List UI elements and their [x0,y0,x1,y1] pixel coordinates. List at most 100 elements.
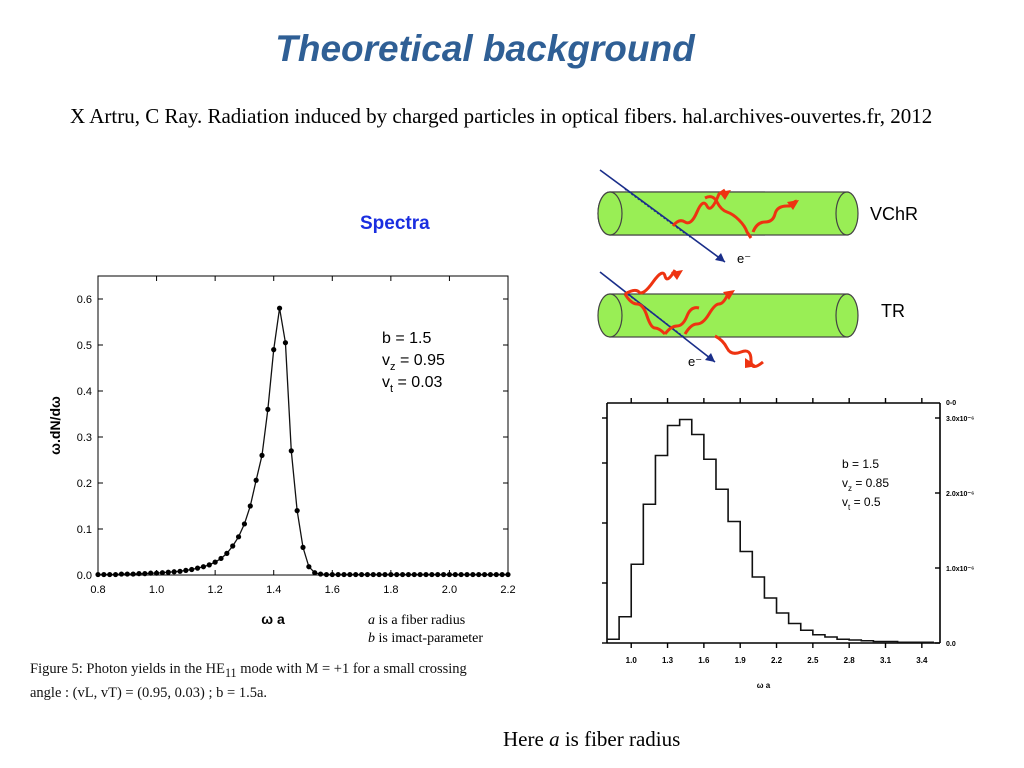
data-point [446,571,453,578]
y-tick-label-right: 1.0x10⁻⁶ [946,566,974,573]
x-axis-label: ω a [757,681,771,690]
footer-note: Here a is fiber radius [503,727,680,752]
data-point [171,569,177,575]
electron-label: e⁻ [688,354,702,369]
fiber-end-right [835,293,859,338]
data-point [394,571,400,578]
photon-wave [671,188,726,227]
photon-arrowhead [745,358,757,368]
data-point [95,571,101,578]
data-point [259,452,265,458]
photon-arrowhead [719,190,731,200]
y-tick-label: 0.3 [77,432,92,444]
x-tick-label: 1.9 [735,656,747,665]
data-point [183,567,189,573]
data-point [200,564,207,570]
annotation: vz = 0.95 [382,352,445,373]
data-point [399,571,406,578]
photon-wave [624,269,677,296]
footer-text: is fiber radius [559,727,681,751]
x-tick-label: 1.6 [698,656,710,665]
data-point [376,571,382,578]
data-point [464,571,470,578]
x-tick-label: 1.8 [383,584,398,596]
data-point [189,566,195,573]
data-point [124,571,130,577]
data-point [458,571,464,578]
x-tick-label: 2.2 [771,656,783,665]
series-line [98,308,508,576]
slide-title: Theoretical background [275,28,695,69]
data-point [341,571,347,578]
data-point [101,571,107,578]
data-point [499,571,505,578]
spectrum-chart-left: 0.8 1.0 1.2 1.4 1.6 1.8 2.0 2.2 0.0 0.1 0.2 0.3 0.4 0… [47,275,516,627]
data-point [235,534,242,540]
x-tick-label: 2.2 [500,584,515,596]
data-point [335,571,341,578]
data-point [253,477,259,483]
annotation: b = 1.5 [842,457,879,471]
data-point [487,571,494,578]
data-point [493,571,499,578]
data-point [452,571,458,578]
x-tick-label: 1.3 [662,656,674,665]
data-point [347,571,353,578]
note-var: a [368,613,375,628]
data-point [218,555,224,562]
vchr-label: VChR [870,204,919,224]
reference-citation: X Artru, C Ray. Radiation induced by cha… [70,104,933,128]
annotation: vt = 0.03 [382,374,443,395]
top-right-label: 0-0 [946,400,956,407]
y-tick-label-right: 2.0x10⁻⁶ [946,491,974,498]
data-point [159,570,166,576]
x-tick-label: 3.4 [916,656,928,665]
data-point [429,571,435,578]
annotation: vt = 0.5 [842,495,881,512]
footer-var: a [549,727,560,751]
y-tick-label: 0.0 [77,570,92,582]
data-point [212,559,218,565]
x-tick-label: 1.0 [149,584,164,596]
caption-text: Figure 5: Photon yields in the HE [30,661,225,677]
data-point [294,508,300,514]
data-point [405,571,412,578]
data-point [323,571,330,578]
data-point [435,571,441,578]
data-point [282,340,289,346]
data-point [130,571,136,577]
data-point [136,571,142,577]
data-point [276,305,283,311]
note-text: is imact-parameter [375,631,484,646]
note-b: b is imact-parameter [368,630,483,648]
data-point [265,406,271,412]
data-point [241,521,248,527]
x-tick-label: 2.5 [807,656,819,665]
data-point [476,571,482,578]
data-point [107,571,113,578]
fiber-end-left [597,191,623,236]
note-a: a is a fiber radius [368,612,483,630]
footer-text: Here [503,727,550,751]
x-tick-label: 3.1 [880,656,892,665]
data-point [165,569,171,575]
note-var: b [368,631,375,646]
annotation: b = 1.5 [382,330,431,347]
photon-wave [663,306,700,335]
electron-track [599,169,726,263]
x-tick-label: 0.8 [90,584,105,596]
plot-frame [97,275,509,576]
data-point [177,568,183,574]
data-point [300,544,306,550]
data-point [312,570,318,576]
data-point [388,571,394,578]
data-point [329,571,335,578]
fiber-end-left [597,293,623,338]
data-point [358,571,365,578]
x-tick-label: 1.6 [325,584,340,596]
data-point [194,565,201,571]
data-point [112,571,119,578]
electron-label: e⁻ [737,251,751,266]
electron-arrowhead [715,253,725,262]
x-axis-label: ω a [261,611,285,627]
